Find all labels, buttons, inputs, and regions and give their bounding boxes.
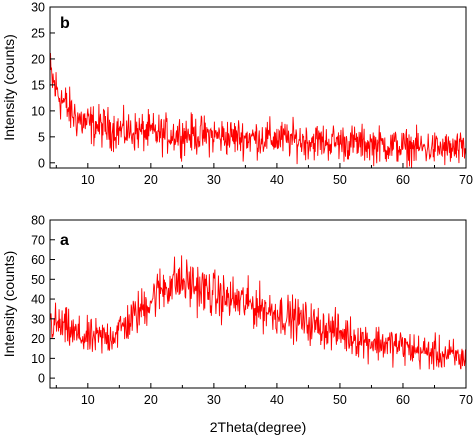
x-tick-label: 10 <box>81 173 95 187</box>
y-tick-label: 50 <box>31 273 45 287</box>
y-axis-label: Intensity (counts) <box>1 251 17 358</box>
x-tick-label: 50 <box>333 393 347 407</box>
y-tick-label: 40 <box>31 293 45 307</box>
plot-frame <box>49 6 467 169</box>
series-line-0 <box>50 52 466 168</box>
x-tick-label: 50 <box>333 173 347 187</box>
y-tick-label: 5 <box>38 130 45 144</box>
y-tick-label: 10 <box>31 104 45 118</box>
y-tick-label: 15 <box>31 78 45 92</box>
panel-label: a <box>60 232 69 249</box>
x-tick-label: 30 <box>207 173 221 187</box>
x-tick-label: 70 <box>459 393 473 407</box>
y-tick-label: 10 <box>31 352 45 366</box>
series-line-0 <box>50 255 466 374</box>
panel-label: b <box>60 15 70 32</box>
y-tick-label: 60 <box>31 253 45 267</box>
panel-b-chart: 10 20 30 40 50 60 70 0 5 10 15 20 25 30 Intensity (cou… <box>1 1 473 188</box>
x-tick-label: 60 <box>396 393 410 407</box>
y-tick-label: 20 <box>31 52 45 66</box>
panel-a-chart: 10 20 30 40 50 60 70 0 10 20 30 40 50 60 70 80 Intensity… <box>1 214 473 436</box>
y-tick-label: 70 <box>31 233 45 247</box>
x-tick-label: 70 <box>459 173 473 187</box>
x-tick-label: 30 <box>207 393 221 407</box>
x-tick-label: 20 <box>144 173 158 187</box>
y-tick-label: 20 <box>31 332 45 346</box>
x-tick-label: 60 <box>396 173 410 187</box>
x-tick-label: 40 <box>270 393 284 407</box>
x-tick-label: 10 <box>81 393 95 407</box>
x-tick-label: 20 <box>144 393 158 407</box>
plot-frame <box>49 219 467 389</box>
y-tick-label: 80 <box>31 214 45 228</box>
y-tick-label: 0 <box>38 372 45 386</box>
y-tick-label: 30 <box>31 1 45 15</box>
x-axis-label: 2Theta(degree) <box>210 419 307 435</box>
x-tick-label: 40 <box>270 173 284 187</box>
y-tick-label: 0 <box>38 156 45 170</box>
y-axis-label: Intensity (counts) <box>1 34 17 141</box>
y-tick-label: 25 <box>31 26 45 40</box>
y-tick-label: 30 <box>31 312 45 326</box>
